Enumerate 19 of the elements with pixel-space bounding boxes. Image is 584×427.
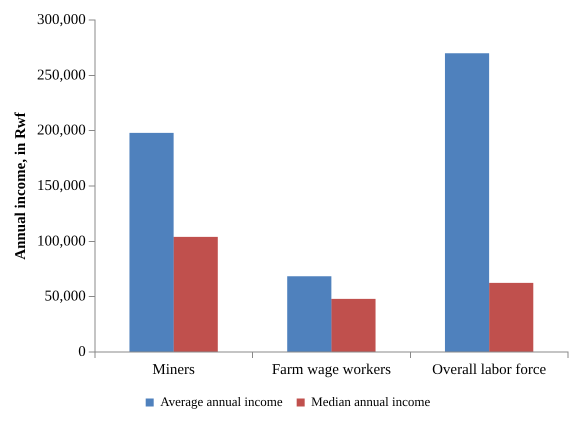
y-tick-label: 200,000 xyxy=(37,122,86,139)
x-tick-label: Miners xyxy=(152,362,196,378)
y-axis-title: Annual income, in Rwf xyxy=(12,111,29,260)
bar xyxy=(444,53,490,352)
y-tick-label: 150,000 xyxy=(37,178,86,194)
bar xyxy=(331,298,376,352)
x-tick-label: Farm wage workers xyxy=(272,362,392,378)
legend-label: Average annual income xyxy=(160,394,283,409)
y-tick-label: 250,000 xyxy=(37,67,86,84)
y-tick-label: 0 xyxy=(78,344,86,360)
y-tick-label: 300,000 xyxy=(37,12,86,28)
y-tick-label: 50,000 xyxy=(44,288,86,305)
bar xyxy=(174,236,218,352)
y-tick-label: 100,000 xyxy=(37,233,86,250)
bar xyxy=(489,282,534,352)
bar xyxy=(287,276,332,352)
legend-label: Median annual income xyxy=(311,394,431,409)
x-tick-label: Overall labor force xyxy=(432,362,547,378)
bar xyxy=(129,132,174,352)
